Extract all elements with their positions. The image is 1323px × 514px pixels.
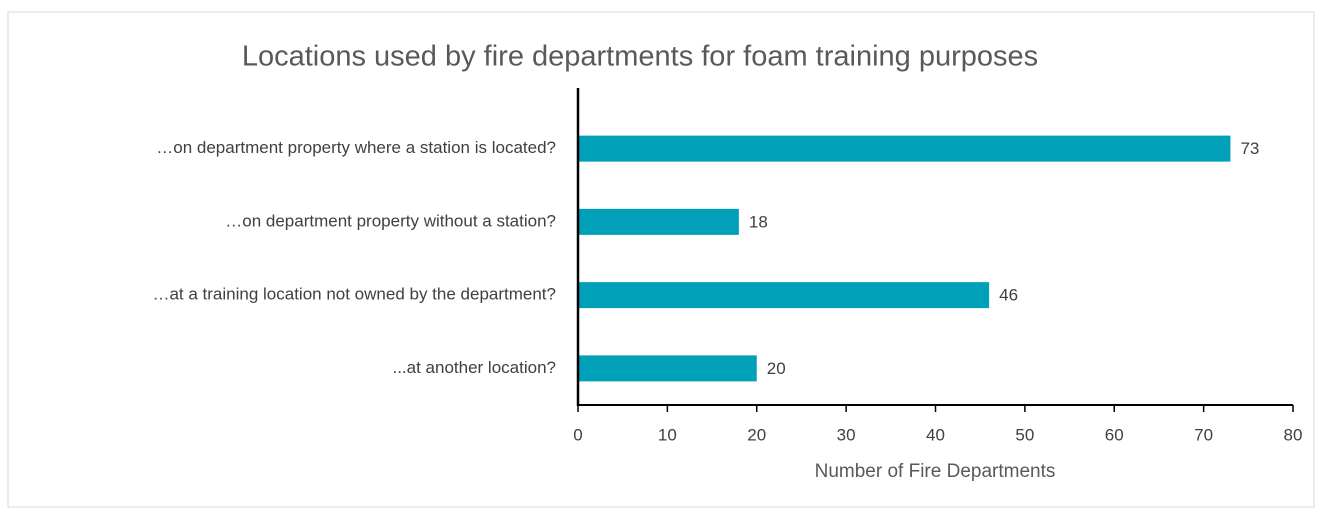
bar [578, 282, 990, 309]
chart-title: Locations used by fire departments for f… [242, 41, 1038, 73]
x-tick-label: 0 [573, 425, 582, 444]
data-label: 18 [749, 212, 768, 231]
x-tick-label: 40 [926, 425, 945, 444]
x-tick-label: 50 [1015, 425, 1034, 444]
y-tick-label: …on department property where a station … [156, 138, 556, 157]
y-tick-label: …at a training location not owned by the… [152, 285, 556, 304]
data-label: 46 [999, 286, 1018, 305]
x-tick-label: 80 [1284, 425, 1303, 444]
y-tick-label: ...at another location? [392, 358, 556, 377]
x-axis-title: Number of Fire Departments [815, 461, 1056, 482]
chart-frame [7, 11, 1315, 508]
x-tick-label: 60 [1105, 425, 1124, 444]
x-tick-label: 70 [1194, 425, 1213, 444]
y-tick-label: …on department property without a statio… [225, 211, 556, 230]
data-label: 20 [767, 359, 786, 378]
x-tick-label: 30 [837, 425, 856, 444]
x-tick-label: 20 [747, 425, 766, 444]
data-label: 73 [1240, 139, 1259, 158]
bar [578, 135, 1231, 162]
bar [578, 208, 739, 235]
x-tick-label: 10 [658, 425, 677, 444]
bar [578, 355, 757, 382]
